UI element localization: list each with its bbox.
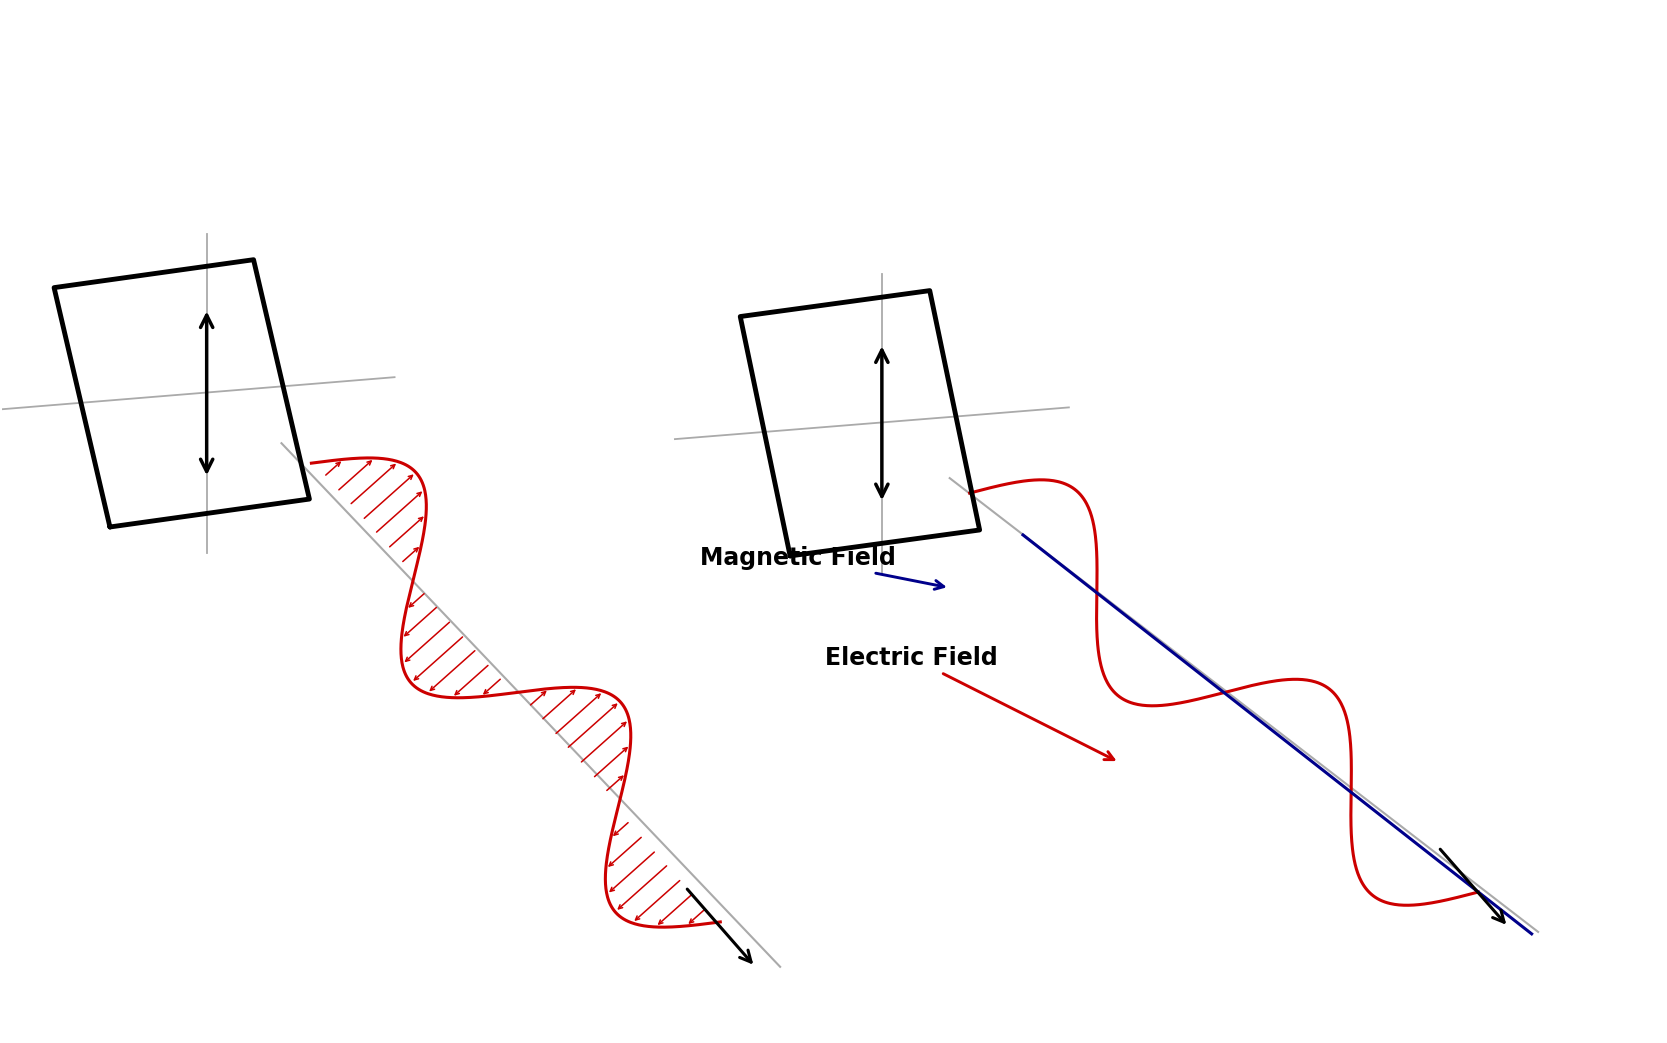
Text: Electric Field: Electric Field <box>825 646 1114 759</box>
Text: Magnetic Field: Magnetic Field <box>700 545 944 589</box>
